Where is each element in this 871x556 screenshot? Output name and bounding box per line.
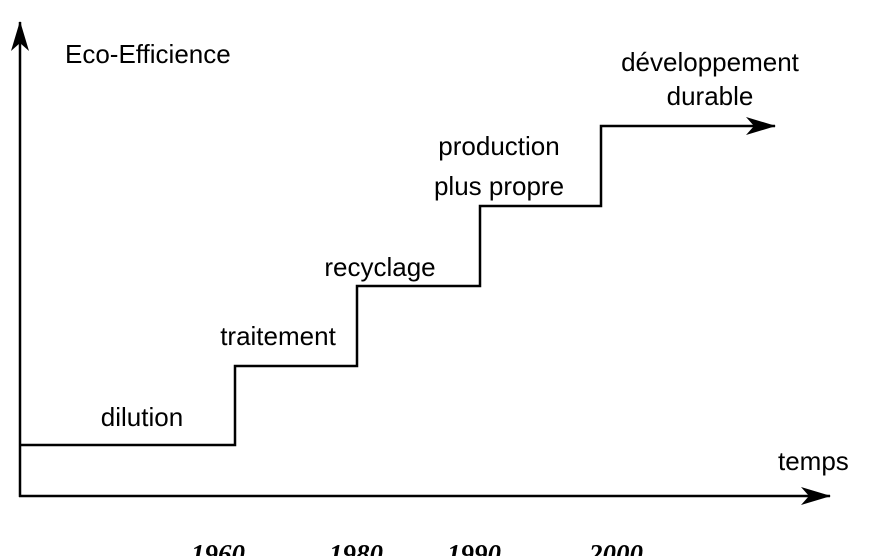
y-axis-label: Eco-Efficience [65,39,231,69]
year-label: 2000 [588,539,644,556]
step-label: dilution [101,402,183,432]
year-label: 1990 [447,539,502,556]
step-label: production [438,131,559,161]
year-label: 1960 [191,539,246,556]
step-label: durable [667,81,754,111]
step-label: traitement [220,321,336,351]
x-axis-label: temps [778,446,849,476]
step-label: plus propre [434,171,564,201]
step-label: développement [621,47,800,77]
year-label: 1980 [329,539,384,556]
step-label: recyclage [324,252,435,282]
staircase [20,117,776,447]
